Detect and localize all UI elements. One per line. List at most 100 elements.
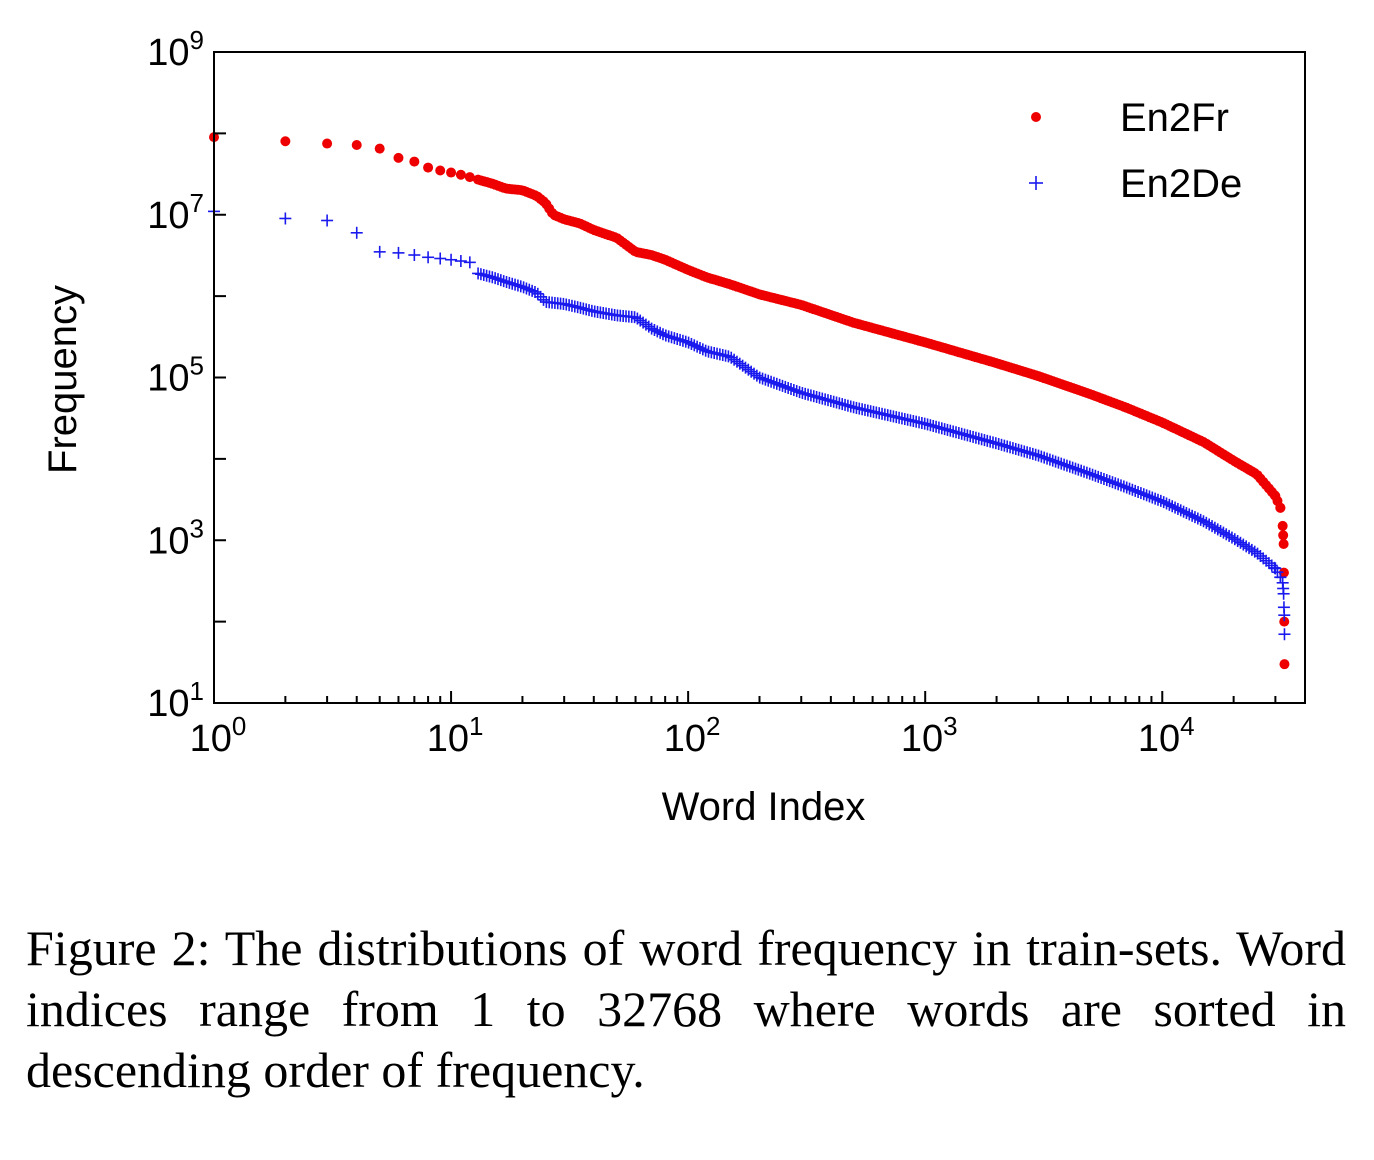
data-point-en2de: [767, 376, 780, 389]
data-point-en2de: [1123, 482, 1136, 495]
data-point-en2de: [489, 272, 502, 285]
data-point-en2de: [1109, 477, 1122, 490]
data-point-en2de: [486, 271, 499, 284]
data-point-en2de: [1140, 489, 1153, 502]
data-point-en2de: [509, 278, 522, 291]
figure-caption: Figure 2: The distributions of word freq…: [26, 920, 1346, 1098]
y-axis-title: Frequency: [41, 285, 85, 474]
data-point-en2de: [785, 382, 798, 395]
y-tick-label: 101: [147, 676, 204, 725]
data-point-en2de: [1154, 494, 1167, 507]
data-point-en2de: [753, 371, 766, 384]
data-point-en2de: [1058, 458, 1071, 471]
data-point-en2de: [1043, 453, 1056, 466]
data-point-en2de: [699, 344, 712, 357]
data-point-en2de: [1049, 455, 1062, 468]
data-point-en2de: [654, 326, 667, 339]
data-point-en2de: [506, 277, 519, 290]
data-point-en2de: [1083, 467, 1096, 480]
data-point-en2fr: [1275, 502, 1286, 513]
data-point-en2de: [1026, 447, 1039, 460]
data-point-en2de: [491, 273, 504, 286]
data-point-en2fr: [455, 169, 466, 180]
data-point-en2de: [1032, 449, 1045, 462]
data-point-en2de: [756, 372, 769, 385]
data-point-en2de: [523, 283, 536, 296]
data-point-en2de: [1060, 459, 1073, 472]
data-point-en2de: [1012, 443, 1025, 456]
data-point-en2de: [1126, 483, 1139, 496]
data-point-en2de: [537, 293, 550, 306]
data-point-en2de: [1149, 492, 1162, 505]
data-point-en2de: [1132, 485, 1145, 498]
data-point-en2de: [1075, 464, 1088, 477]
data-point-en2de: [722, 350, 735, 363]
data-point-en2de: [1151, 493, 1164, 506]
x-tick-label: 102: [664, 711, 721, 760]
data-point-en2de: [1092, 470, 1105, 483]
data-point-en2de: [1157, 496, 1170, 509]
data-point-en2de: [1041, 452, 1054, 465]
data-point-en2de: [1089, 469, 1102, 482]
x-axis-title: Word Index: [662, 785, 866, 829]
data-point-en2de: [1015, 444, 1028, 457]
data-point-en2fr: [1279, 616, 1290, 627]
data-point-en2de: [531, 287, 544, 300]
data-point-en2de: [1191, 512, 1204, 525]
data-point-en2de: [674, 333, 687, 346]
data-point-en2de: [992, 438, 1005, 451]
data-point-en2fr: [409, 156, 420, 167]
data-point-en2de: [373, 245, 386, 258]
data-point-en2de: [1055, 457, 1068, 470]
data-point-en2de: [1278, 628, 1291, 641]
data-point-en2de: [526, 284, 539, 297]
data-point-en2de: [659, 329, 672, 342]
data-point-en2fr: [393, 152, 404, 163]
data-point-en2fr: [374, 143, 385, 154]
data-point-en2fr: [280, 136, 291, 147]
data-point-en2de: [776, 379, 789, 392]
data-point-en2de: [511, 279, 524, 292]
data-point-en2de: [668, 332, 681, 345]
data-point-en2de: [503, 276, 516, 289]
data-point-en2de: [1095, 471, 1108, 484]
data-point-en2de: [1021, 446, 1034, 459]
data-point-en2de: [1038, 451, 1051, 464]
x-tick-label: 101: [427, 711, 484, 760]
data-point-en2de: [1069, 462, 1082, 475]
data-point-en2de: [1129, 484, 1142, 497]
data-point-en2de: [682, 336, 695, 349]
y-tick-label: 103: [147, 513, 204, 562]
legend-label-en2de: En2De: [1120, 162, 1242, 206]
data-point-en2de: [1046, 454, 1059, 467]
data-point-en2de: [1166, 500, 1179, 513]
data-point-en2de: [762, 374, 775, 387]
data-point-en2de: [1004, 441, 1017, 454]
data-point-en2de: [1063, 460, 1076, 473]
data-point-en2fr: [322, 138, 333, 149]
data-point-en2de: [528, 285, 541, 298]
data-point-en2de: [1018, 445, 1031, 458]
data-point-en2de: [691, 340, 704, 353]
data-point-en2de: [1097, 472, 1110, 485]
data-point-en2de: [1180, 507, 1193, 520]
data-point-en2de: [392, 246, 405, 259]
data-point-en2de: [693, 341, 706, 354]
chart-figure: 101 103 105 107 109 100 101 102 103 104 Word Inde…: [41, 25, 1306, 829]
data-point-en2de: [1274, 571, 1287, 584]
data-point-en2de: [1106, 476, 1119, 489]
data-point-en2de: [1146, 491, 1159, 504]
data-point-en2fr: [423, 162, 434, 173]
data-point-en2de: [787, 384, 800, 397]
data-point-en2de: [1174, 504, 1187, 517]
data-point-en2de: [434, 252, 447, 265]
data-point-en2de: [679, 335, 692, 348]
data-point-en2de: [770, 377, 783, 390]
data-point-en2de: [422, 251, 435, 264]
data-point-en2de: [1177, 505, 1190, 518]
data-point-en2de: [1183, 508, 1196, 521]
data-point-en2de: [1001, 440, 1014, 453]
data-point-en2fr: [1277, 520, 1288, 531]
y-tick-label: 105: [147, 351, 204, 400]
